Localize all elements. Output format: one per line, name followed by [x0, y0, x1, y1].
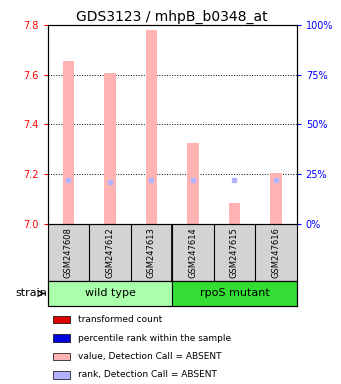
Text: GSM247613: GSM247613 — [147, 227, 156, 278]
Text: value, Detection Call = ABSENT: value, Detection Call = ABSENT — [78, 352, 221, 361]
Bar — [53, 353, 70, 360]
Text: GSM247608: GSM247608 — [64, 227, 73, 278]
Text: strain: strain — [15, 288, 47, 298]
Bar — [187, 143, 199, 224]
Text: GSM247616: GSM247616 — [271, 227, 280, 278]
Bar — [172, 281, 297, 306]
Text: rpoS mutant: rpoS mutant — [199, 288, 269, 298]
Bar — [48, 281, 172, 306]
Text: percentile rank within the sample: percentile rank within the sample — [78, 334, 231, 343]
Text: transformed count: transformed count — [78, 315, 162, 324]
Bar — [63, 61, 74, 224]
Bar — [104, 73, 116, 224]
Bar — [53, 371, 70, 379]
Bar — [146, 30, 157, 224]
Text: GSM247614: GSM247614 — [189, 227, 197, 278]
Bar — [53, 334, 70, 342]
Text: wild type: wild type — [85, 288, 135, 298]
Title: GDS3123 / mhpB_b0348_at: GDS3123 / mhpB_b0348_at — [76, 10, 268, 24]
Text: rank, Detection Call = ABSENT: rank, Detection Call = ABSENT — [78, 371, 217, 379]
Text: GSM247615: GSM247615 — [230, 227, 239, 278]
Bar — [53, 316, 70, 323]
Bar — [270, 173, 282, 224]
Bar — [228, 203, 240, 224]
Text: GSM247612: GSM247612 — [105, 227, 115, 278]
